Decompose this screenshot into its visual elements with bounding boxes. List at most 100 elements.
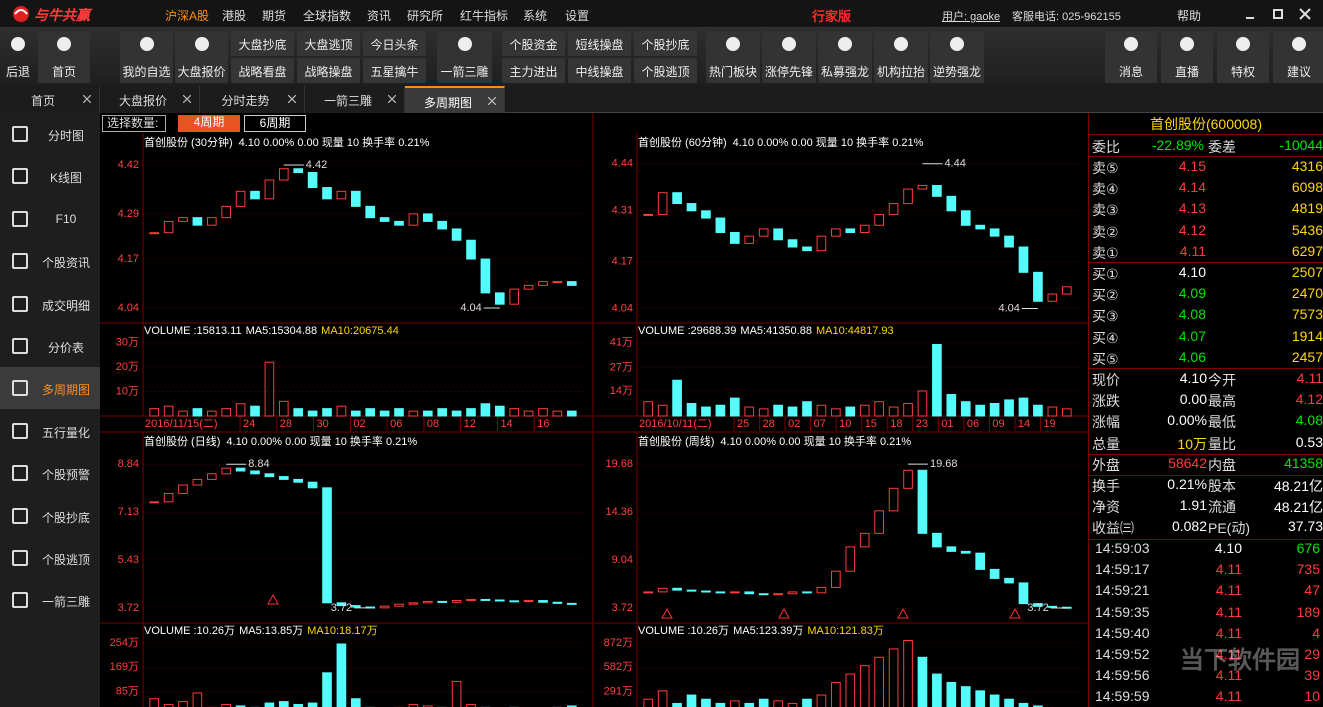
menu-item[interactable]: 港股: [222, 9, 247, 23]
sidebar-item[interactable]: F10: [0, 198, 100, 240]
volume-bar: [975, 404, 986, 417]
sidebar-item[interactable]: 分时图: [0, 113, 100, 155]
menu-item[interactable]: 系统: [523, 9, 548, 23]
sidebar-item[interactable]: 成交明细: [0, 283, 100, 325]
candle: [773, 228, 783, 241]
menu-item[interactable]: 研究所: [407, 9, 444, 23]
volume-bar: [672, 379, 682, 417]
candle: [773, 593, 783, 596]
toolbar-button[interactable]: 大盘抄底: [231, 31, 294, 56]
candle: [163, 220, 174, 234]
tab-close[interactable]: [83, 95, 91, 103]
toolbar-button[interactable]: 今日头条: [363, 31, 426, 56]
sidebar-item[interactable]: K线图: [0, 155, 100, 197]
stat-label: 最高: [1208, 393, 1236, 410]
candle: [250, 190, 260, 200]
toolbar-button[interactable]: 个股资金: [502, 31, 565, 56]
toolbar-button[interactable]: 中线操盘: [568, 58, 631, 83]
toolbar-button[interactable]: 直播: [1161, 31, 1213, 83]
volume-bar: [1061, 408, 1072, 417]
sidebar-icon: [12, 592, 28, 609]
sidebar-icon: [12, 126, 28, 142]
toolbar-button[interactable]: 机构拉抬: [874, 31, 928, 83]
candle: [437, 600, 448, 603]
phone-label: 客服电话: 025-962155: [1012, 11, 1121, 23]
window-controls[interactable]: [1240, 6, 1320, 22]
date-label: 09: [992, 418, 1004, 430]
toolbar-button[interactable]: 个股抄底: [634, 31, 697, 56]
volume-value: :29688.39: [687, 325, 736, 337]
book-label: 买②: [1092, 287, 1119, 304]
toolbar-button[interactable]: 特权: [1217, 31, 1269, 83]
menu-item[interactable]: 资讯: [367, 9, 392, 23]
candle: [903, 188, 913, 205]
tab[interactable]: 首页: [0, 86, 100, 113]
toolbar-button[interactable]: 私募强龙: [818, 31, 872, 83]
toolbar-button[interactable]: 逆势强龙: [930, 31, 984, 83]
restore[interactable]: [1273, 9, 1283, 19]
toolbar-button[interactable]: 一箭三雕: [437, 31, 492, 83]
volume-bar: [657, 690, 668, 707]
volume-label: VOLUME: [144, 625, 190, 637]
toolbar-button[interactable]: 热门板块: [706, 31, 760, 83]
tab-close[interactable]: [488, 97, 496, 105]
diff-label: 委差: [1208, 139, 1236, 155]
period-option[interactable]: 4周期: [178, 115, 240, 132]
menu-item[interactable]: 设置: [565, 9, 590, 23]
stat-value: 0.21%: [1167, 476, 1207, 492]
menu-item[interactable]: 全球指数: [303, 9, 352, 23]
period-option[interactable]: 6周期: [244, 115, 306, 132]
volume-bar: [744, 702, 755, 707]
tab[interactable]: 一箭三雕: [305, 86, 405, 113]
candle: [235, 467, 246, 472]
toolbar-button[interactable]: 建议: [1273, 31, 1323, 83]
help-link[interactable]: 帮助: [1177, 9, 1202, 23]
sidebar-item[interactable]: 个股逃顶: [0, 537, 100, 579]
sidebar-item[interactable]: 分价表: [0, 325, 100, 367]
user-label[interactable]: 用户: gaoke: [942, 11, 1001, 23]
toolbar-button[interactable]: 主力进出: [502, 58, 565, 83]
toolbar-button[interactable]: 五星擒牛: [363, 58, 426, 83]
toolbar-button[interactable]: 首页: [38, 31, 90, 83]
tab-close[interactable]: [288, 95, 296, 103]
tab[interactable]: 分时走势: [200, 86, 305, 113]
sidebar-item[interactable]: 个股抄底: [0, 495, 100, 537]
sidebar-item[interactable]: 多周期图: [0, 367, 100, 410]
toolbar-button[interactable]: 后退: [3, 31, 33, 83]
toolbar-button[interactable]: 大盘逃顶: [297, 31, 360, 56]
menu-item[interactable]: 期货: [262, 9, 287, 23]
close[interactable]: [1299, 8, 1311, 20]
quote-panel: [1088, 113, 1323, 707]
book-volume: 5436: [1291, 221, 1323, 238]
button-label: 个股抄底: [641, 38, 690, 52]
tab-close[interactable]: [183, 95, 191, 103]
tab-close[interactable]: [388, 95, 396, 103]
toolbar-button[interactable]: 涨停先锋: [762, 31, 816, 83]
volume-bar: [657, 404, 668, 417]
sidebar-item[interactable]: 个股预警: [0, 452, 100, 494]
sidebar-item[interactable]: 个股资讯: [0, 240, 100, 282]
volume-bar: [989, 402, 1000, 417]
toolbar-button[interactable]: 战略操盘: [297, 58, 360, 83]
menu-item[interactable]: 沪深A股: [165, 9, 210, 23]
volume-bar: [701, 406, 711, 417]
volume-tick-label: 872万: [604, 637, 633, 649]
toolbar-button[interactable]: 消息: [1105, 31, 1157, 83]
date-label: 06: [967, 418, 979, 430]
menu-item[interactable]: 红牛指标: [460, 9, 509, 23]
tab[interactable]: 大盘报价: [100, 86, 200, 113]
tab[interactable]: 多周期图: [405, 86, 505, 113]
toolbar-button[interactable]: 个股逃顶: [634, 58, 697, 83]
button-label: 建议: [1286, 65, 1311, 79]
candle: [206, 473, 217, 480]
sidebar-item[interactable]: 五行量化: [0, 410, 100, 452]
volume-header: VOLUME:10.26万 MA5:123.39万 MA10:121.83万: [638, 625, 884, 637]
toolbar-button[interactable]: 短线操盘: [568, 31, 631, 56]
toolbar-button[interactable]: 大盘报价: [175, 31, 228, 83]
sidebar-item[interactable]: 一箭三雕: [0, 579, 100, 621]
toolbar-button[interactable]: 战略看盘: [231, 58, 294, 83]
row-separator: [1089, 453, 1323, 455]
candle: [874, 510, 884, 534]
candle: [657, 192, 668, 215]
toolbar-button[interactable]: 我的自选: [120, 31, 173, 83]
